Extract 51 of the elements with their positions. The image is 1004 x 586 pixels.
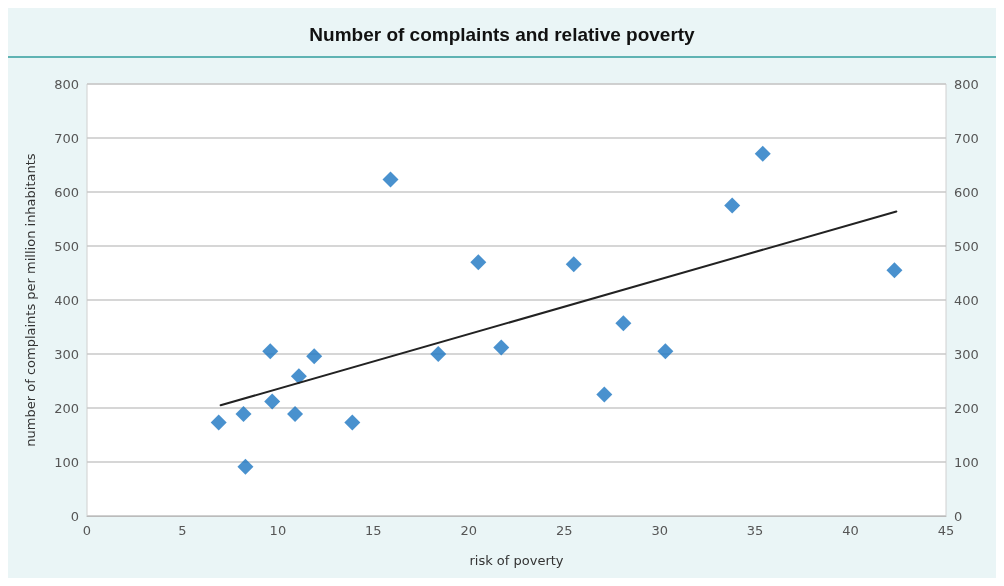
y2-tick-label: 700 (954, 130, 979, 146)
point (262, 343, 279, 360)
point (235, 405, 252, 422)
point (724, 197, 741, 214)
point (615, 315, 632, 332)
point (657, 343, 674, 360)
x-tick-label: 0 (82, 523, 92, 538)
x-tick-label: 15 (365, 523, 382, 538)
y-tick-label: 0 (70, 508, 79, 524)
x-tick-label: 5 (178, 523, 187, 538)
y2-tick-label: 200 (954, 400, 979, 416)
y-tick-label: 800 (54, 76, 79, 92)
point (210, 414, 227, 431)
y-tick-label: 100 (54, 454, 79, 470)
point (754, 145, 771, 162)
x-tick-label: 30 (651, 523, 668, 538)
x-axis-title: risk of poverty (469, 553, 564, 568)
x-tick-label: 10 (269, 523, 287, 538)
y-axis-title: number of complaints per million inhabitants (23, 153, 38, 447)
x-tick-label: 45 (937, 523, 955, 538)
point (596, 386, 613, 403)
point (237, 458, 254, 475)
point (264, 393, 281, 410)
y-tick-label: 200 (54, 400, 79, 416)
point (470, 254, 487, 271)
y2-tick-label: 0 (954, 508, 963, 524)
x-tick-label: 20 (460, 523, 478, 538)
x-tick-label: 25 (555, 523, 573, 538)
x-tick-label: 35 (746, 523, 764, 538)
y2-tick-label: 800 (954, 76, 979, 92)
y2-tick-label: 300 (954, 346, 979, 362)
y-tick-label: 500 (54, 238, 79, 254)
point (306, 348, 323, 365)
chart-title: Number of complaints and relative poverty (309, 24, 696, 45)
point (290, 368, 307, 385)
y2-tick-label: 100 (954, 454, 979, 470)
x-tick-label: 40 (842, 523, 859, 538)
point (287, 405, 304, 422)
y-tick-label: 300 (54, 346, 79, 362)
y-tick-label: 600 (54, 184, 79, 200)
point (565, 256, 582, 273)
y2-tick-label: 500 (954, 238, 979, 254)
point (493, 339, 510, 356)
point (344, 414, 361, 431)
y2-tick-label: 400 (954, 292, 979, 308)
y-tick-label: 700 (54, 130, 79, 146)
y-tick-label: 400 (54, 292, 79, 308)
point (430, 346, 447, 362)
y2-tick-label: 600 (954, 184, 979, 200)
point (886, 262, 903, 279)
point (382, 171, 399, 188)
